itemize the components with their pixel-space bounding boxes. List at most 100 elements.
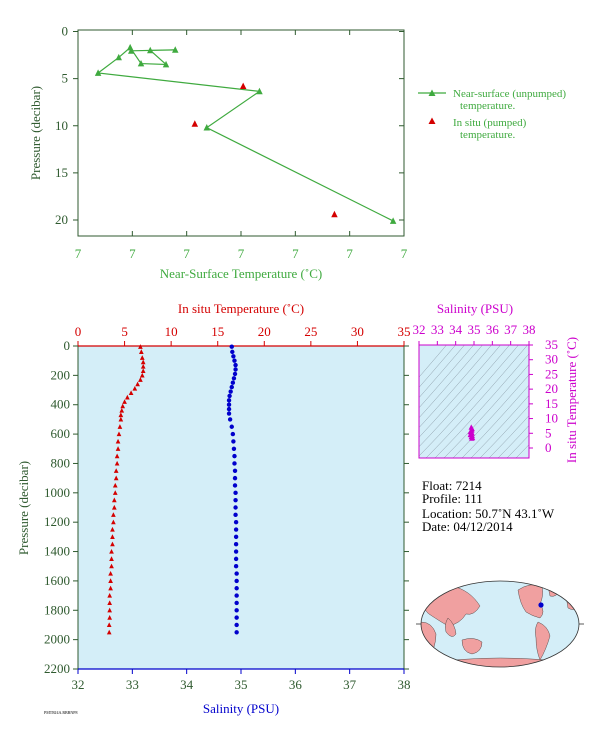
salinity-profile-point [234, 593, 239, 598]
salinity-profile-point [232, 461, 237, 466]
salinity-profile-point [233, 549, 239, 554]
unpumped-temperature-point [115, 53, 122, 61]
salinity-profile-point [232, 475, 238, 481]
legend-marker-unpumped [428, 89, 436, 96]
pressure-tick-label: 200 [51, 367, 71, 382]
density-contour-line [419, 345, 465, 399]
pressure-tick-label: 2000 [44, 632, 70, 647]
salinity-profile-point [231, 446, 237, 451]
salinity-profile-point [233, 519, 239, 525]
pressure-tick-label: 2200 [44, 661, 70, 676]
salinity-tick-label: 32 [72, 677, 85, 692]
top-series [94, 43, 397, 224]
unpumped-temperature-point [147, 46, 154, 54]
temperature-tick-label: 10 [165, 324, 178, 339]
temperature-profile-point [116, 431, 122, 437]
temperature-tick-label: 30 [351, 324, 364, 339]
top-legend: Near-surface (unpumped) temperature. In … [418, 88, 566, 141]
salinity-profile-point [234, 622, 239, 628]
world-map [416, 580, 584, 668]
top-y-tick-label: 10 [55, 118, 68, 133]
top-plot-frame [77, 29, 405, 237]
salinity-profile-point [231, 376, 237, 381]
map-land-antarctica [421, 657, 579, 667]
top-y-tick-label: 15 [55, 165, 68, 180]
pressure-tick-label: 1600 [44, 573, 70, 588]
density-contour-line [452, 374, 529, 458]
top-x-tick-label: 7 [183, 246, 190, 261]
temperature-profile-point [112, 490, 118, 495]
salinity-profile-point [226, 411, 232, 416]
legend-marker-pumped [428, 117, 436, 124]
ts-temperature-tick-label: 15 [545, 396, 558, 411]
salinity-profile-point [233, 512, 238, 518]
salinity-profile-point [233, 497, 238, 503]
top-y-axis-label: Pressure (decibar) [28, 86, 43, 180]
salinity-profile-point [233, 505, 238, 510]
profile-series [106, 344, 239, 635]
temperature-profile-point [109, 556, 114, 561]
unpumped-temperature-point [162, 60, 170, 68]
ts-salinity-axis-label: Salinity (PSU) [437, 301, 513, 316]
temperature-profile-point [111, 512, 116, 517]
profile-axis-ticks: 0 5 10 15 20 25 30 35 32 33 34 35 36 37 38 0 200 400 600 80… [44, 324, 411, 692]
unpumped-temperature-point [137, 59, 145, 67]
temperature-profile-point [139, 355, 145, 360]
top-x-tick-label: 7 [292, 246, 299, 261]
temperature-profile-point [117, 424, 123, 429]
temperature-profile-point [111, 519, 116, 525]
density-contour-line [497, 425, 529, 458]
near-surface-panel: 7 7 7 7 7 7 7 0 5 10 15 20 Pressure (decibar) Near-… [28, 24, 566, 282]
density-contour-line [515, 444, 529, 458]
temperature-profile-point [109, 548, 114, 554]
salinity-profile-point [233, 490, 238, 496]
temperature-profile-point [114, 460, 120, 466]
profile-plot-background [78, 346, 404, 669]
salinity-profile-point [227, 393, 232, 399]
temperature-profile-point [114, 453, 120, 459]
map-land-australia [461, 638, 483, 655]
salinity-profile-point [227, 417, 233, 422]
salinity-profile-point [234, 608, 239, 613]
ts-temperature-axis-label: In situ Temperature (˚C) [564, 337, 579, 463]
density-contour-line [506, 434, 529, 458]
temperature-tick-label: 25 [304, 324, 317, 339]
top-x-tick-label: 7 [129, 246, 136, 261]
temperature-profile-point [135, 381, 140, 387]
salinity-tick-label: 38 [398, 677, 411, 692]
salinity-profile-point [230, 380, 236, 385]
float-id: Float: 7214 [422, 478, 482, 493]
temperature-tick-label: 35 [398, 324, 411, 339]
salinity-profile-point [229, 424, 234, 429]
density-contour-line [479, 405, 529, 458]
temperature-profile-point [115, 446, 121, 451]
temperature-profile-point [138, 349, 144, 354]
salinity-profile-point [234, 571, 239, 576]
ts-plot-background [419, 345, 529, 458]
salinity-profile-point [233, 362, 238, 368]
ts-temperature-tick-label: 10 [545, 411, 558, 426]
pressure-tick-label: 1400 [44, 544, 70, 559]
density-contour-line [443, 363, 529, 458]
temperature-profile-point [106, 622, 112, 628]
temperature-profile-point [140, 368, 146, 374]
temperature-profile-point [139, 372, 145, 378]
salinity-profile-point [230, 349, 235, 355]
temperature-profile-point [107, 592, 113, 598]
legend-pumped-line1: In situ (pumped) [453, 117, 527, 129]
float-position-marker [538, 602, 544, 608]
top-x-tick-label: 7 [75, 246, 82, 261]
salinity-axis-label: Salinity (PSU) [203, 701, 279, 716]
temperature-profile-point [108, 578, 113, 583]
unpumped-temperature-point [172, 46, 179, 53]
pumped-temperature-point [331, 210, 338, 218]
ts-series [467, 424, 476, 441]
profile-number: Profile: 111 [422, 491, 483, 506]
temperature-profile-point [110, 534, 115, 539]
salinity-profile-point [234, 630, 239, 635]
salinity-profile-point [233, 556, 239, 562]
unpumped-temperature-point [203, 124, 211, 131]
unpumped-temperature-point [389, 217, 397, 224]
ts-temperature-tick-label: 5 [545, 425, 552, 440]
